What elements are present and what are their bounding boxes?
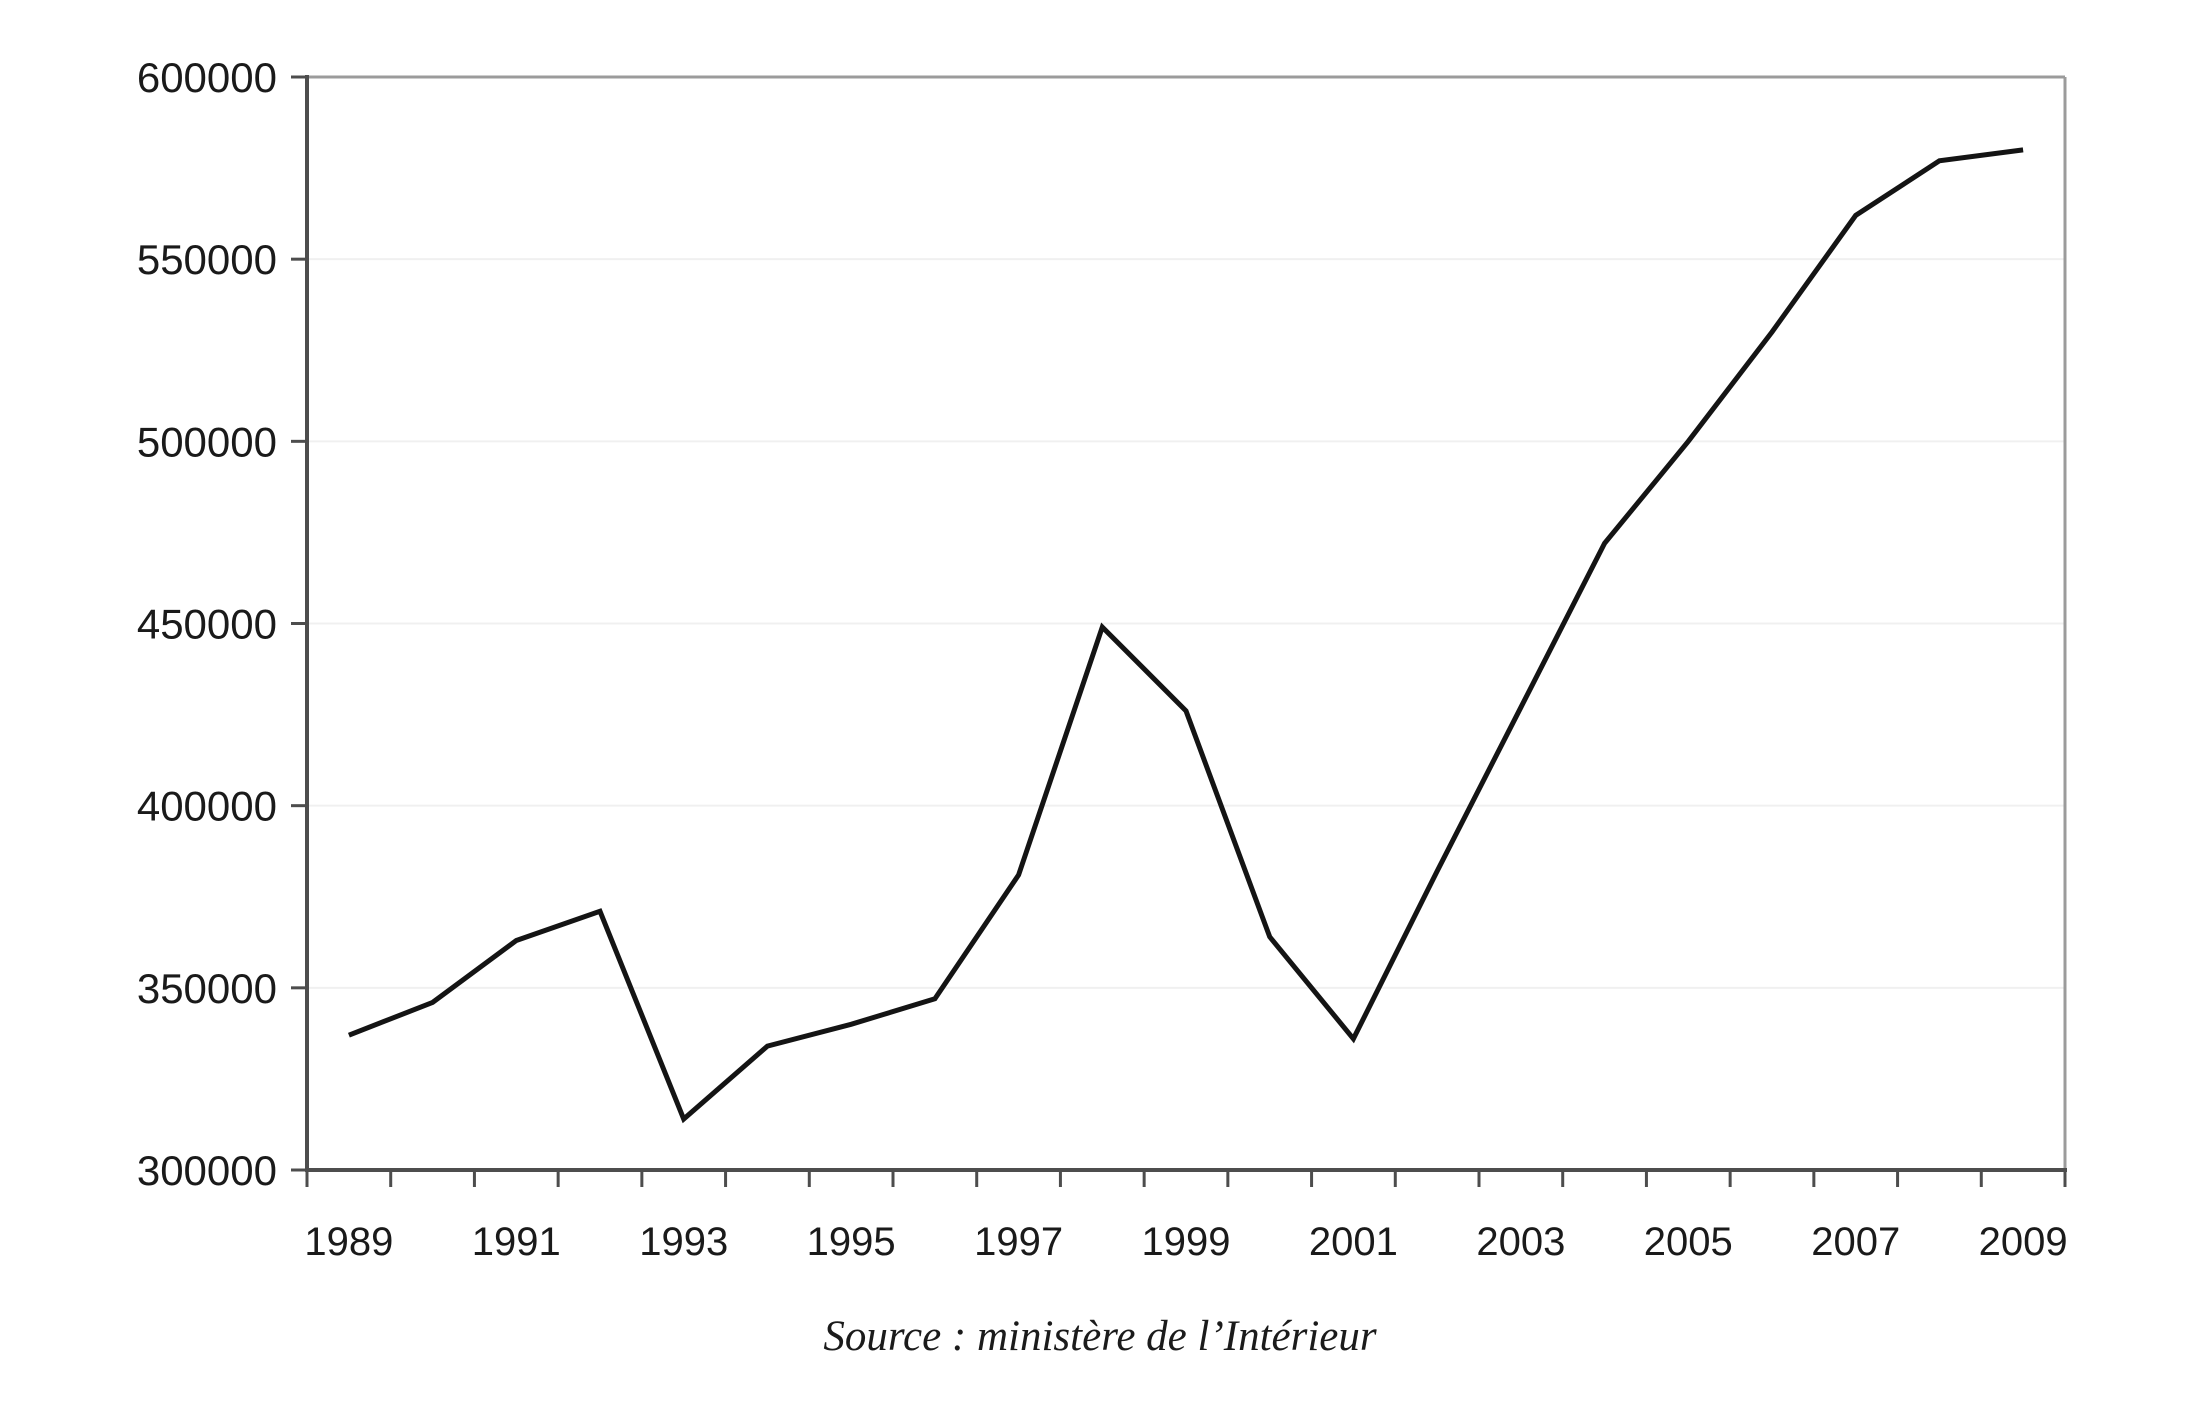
x-tick-label: 1997 (974, 1220, 1063, 1264)
y-tick-label: 400000 (137, 783, 277, 830)
x-tick-label: 2009 (1979, 1220, 2068, 1264)
x-tick-label: 1995 (807, 1220, 896, 1264)
y-tick-label: 550000 (137, 236, 277, 283)
y-tick-label: 450000 (137, 601, 277, 648)
x-tick-label: 1989 (304, 1220, 393, 1264)
x-tick-label: 2005 (1644, 1220, 1733, 1264)
y-tick-label: 350000 (137, 965, 277, 1012)
x-tick-label: 1993 (639, 1220, 728, 1264)
y-tick-label: 600000 (137, 54, 277, 101)
data-line (347, 147, 2024, 1124)
x-tick-label: 2001 (1309, 1220, 1398, 1264)
y-tick-label: 500000 (137, 418, 277, 465)
x-tick-label: 2007 (1811, 1220, 1900, 1264)
y-tick-label: 300000 (137, 1147, 277, 1194)
source-caption: Source : ministère de l’Intérieur (823, 1313, 1377, 1360)
x-tick-label: 2003 (1476, 1220, 1565, 1264)
x-tick-label: 1991 (472, 1220, 561, 1264)
x-tick-label: 1999 (1142, 1220, 1231, 1264)
